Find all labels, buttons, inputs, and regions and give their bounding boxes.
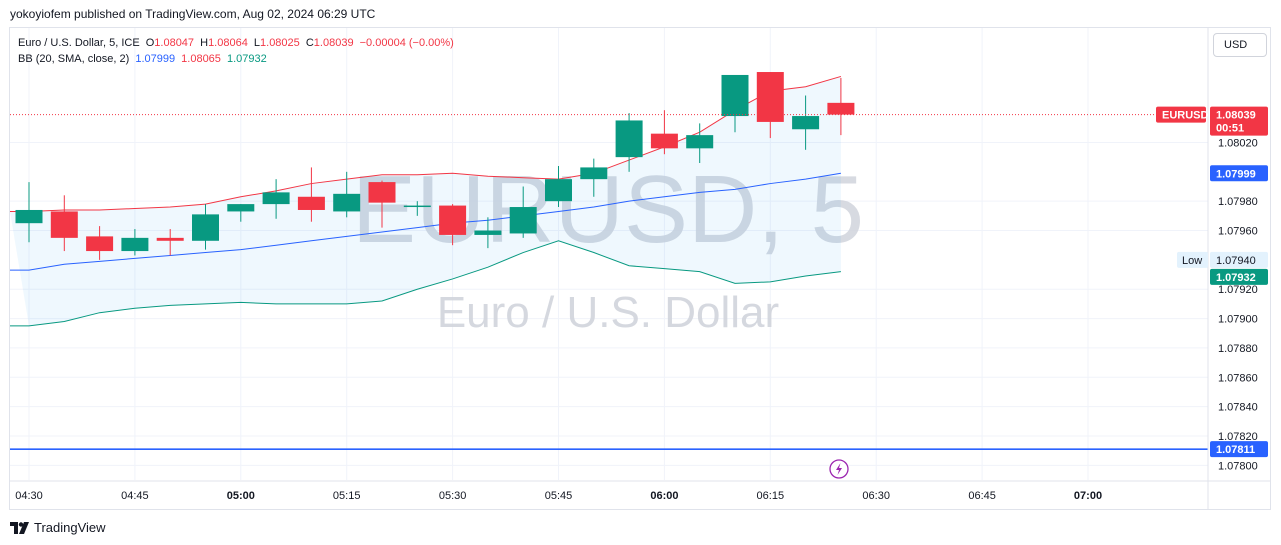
tradingview-logo-icon bbox=[10, 521, 29, 534]
candle-body bbox=[509, 207, 537, 234]
candle-body bbox=[827, 102, 855, 115]
candle-body bbox=[756, 72, 784, 122]
high-label: H bbox=[200, 37, 209, 49]
x-tick-label: 05:00 bbox=[227, 490, 255, 502]
lightning-icon bbox=[836, 463, 842, 475]
footer-brand-label: TradingView bbox=[34, 520, 106, 535]
y-tick-label: 1.08020 bbox=[1218, 137, 1258, 149]
close-label: C bbox=[305, 37, 314, 49]
candle-body bbox=[650, 133, 678, 149]
low-tag-label: Low bbox=[1182, 255, 1202, 267]
symbol-label[interactable]: Euro / U.S. Dollar, 5, ICE bbox=[18, 37, 140, 49]
bb-label[interactable]: BB (20, SMA, close, 2) bbox=[18, 53, 130, 65]
candle-layer bbox=[15, 72, 855, 260]
y-tick-label: 1.07840 bbox=[1218, 402, 1258, 414]
x-tick-label: 04:30 bbox=[15, 490, 43, 502]
change-value: −0.00004 (−0.00%) bbox=[359, 37, 454, 49]
x-tick-label: 06:00 bbox=[650, 490, 678, 502]
open-label: O bbox=[145, 37, 155, 49]
ohlc-row: Euro / U.S. Dollar, 5, ICE O1.08047 H1.0… bbox=[18, 35, 457, 51]
last-price-tag: 1.08039 bbox=[1216, 110, 1256, 122]
bb-lower-line bbox=[10, 240, 841, 327]
candle-body bbox=[297, 196, 325, 210]
candle-body bbox=[368, 182, 396, 203]
candle-body bbox=[227, 204, 255, 212]
footer-brand[interactable]: TradingView bbox=[10, 520, 106, 535]
low-value-label: 1.07940 bbox=[1216, 255, 1256, 267]
chart-frame bbox=[9, 27, 1271, 510]
low-label: L bbox=[253, 37, 261, 49]
y-tick-label: 1.07820 bbox=[1218, 431, 1258, 443]
candle-body bbox=[545, 179, 572, 202]
bb-upper-value: 1.08065 bbox=[181, 53, 221, 65]
x-tick-label: 06:15 bbox=[757, 490, 785, 502]
candle-body bbox=[121, 237, 149, 252]
candle-body bbox=[86, 236, 114, 252]
candle-body bbox=[403, 205, 431, 208]
y-tick-label: 1.07800 bbox=[1218, 460, 1258, 472]
basis-price-tag: 1.07999 bbox=[1216, 168, 1256, 180]
symbol-price-tag: EURUSD bbox=[1162, 110, 1209, 122]
candle-body bbox=[615, 120, 643, 158]
x-tick-label: 04:45 bbox=[121, 490, 149, 502]
candle-body bbox=[686, 135, 714, 149]
bb-basis-line bbox=[10, 172, 841, 271]
candle-body bbox=[156, 237, 184, 241]
candle-body bbox=[333, 193, 361, 212]
last-price-tag-bg bbox=[1210, 106, 1268, 136]
last-price-tag: 00:51 bbox=[1216, 123, 1244, 135]
basis-price-tag-bg bbox=[1210, 165, 1268, 182]
x-tick-label: 05:30 bbox=[439, 490, 467, 502]
watermark-description: Euro / U.S. Dollar bbox=[437, 288, 779, 337]
x-tick-label: 05:15 bbox=[333, 490, 361, 502]
candle-body bbox=[192, 214, 219, 241]
x-tick-label: 06:45 bbox=[968, 490, 996, 502]
bb-basis-value: 1.07999 bbox=[135, 53, 176, 65]
candle-body bbox=[15, 209, 43, 224]
y-tick-label: 1.07960 bbox=[1218, 226, 1258, 238]
y-tick-label: 1.07900 bbox=[1218, 314, 1258, 326]
currency-button[interactable]: USD bbox=[1213, 33, 1267, 57]
bollinger-band-fill bbox=[10, 76, 841, 326]
lower-band-price-tag-bg bbox=[1210, 268, 1268, 285]
watermark-layer: EURUSD, 5 Euro / U.S. Dollar bbox=[352, 156, 864, 337]
bb-row: BB (20, SMA, close, 2) 1.07999 1.08065 1… bbox=[18, 51, 457, 67]
low-tag-bg bbox=[1177, 251, 1208, 268]
y-tick-label: 1.07860 bbox=[1218, 372, 1258, 384]
grid-layer bbox=[10, 28, 1208, 480]
lower-band-price-tag: 1.07932 bbox=[1216, 272, 1256, 284]
candle-body bbox=[792, 116, 820, 130]
x-tick-label: 07:00 bbox=[1074, 490, 1102, 502]
y-tick-label: 1.07920 bbox=[1218, 284, 1258, 296]
candle-body bbox=[721, 74, 749, 117]
low-value: 1.08025 bbox=[260, 37, 300, 49]
close-value: 1.08039 bbox=[313, 37, 354, 49]
hline-price-tag: 1.07811 bbox=[1216, 444, 1255, 456]
candle-body bbox=[50, 211, 78, 238]
candle-body bbox=[474, 230, 502, 235]
legend: Euro / U.S. Dollar, 5, ICE O1.08047 H1.0… bbox=[18, 35, 457, 67]
open-value: 1.08047 bbox=[154, 37, 195, 49]
y-tick-label: 1.07980 bbox=[1218, 196, 1258, 208]
low-value-bg bbox=[1210, 251, 1268, 268]
candle-body bbox=[262, 192, 290, 205]
overlay-layer bbox=[10, 114, 1208, 479]
axis-layer: 1.08020 1.07980 1.07960 1.07920 1.07900 1.078… bbox=[10, 28, 1271, 510]
y-tick-label: 1.07880 bbox=[1218, 343, 1258, 355]
x-tick-label: 06:30 bbox=[862, 490, 890, 502]
x-tick-label: 05:45 bbox=[545, 490, 573, 502]
candle-body bbox=[580, 167, 608, 180]
symbol-price-tag-bg bbox=[1156, 106, 1206, 123]
high-value: 1.08064 bbox=[208, 37, 248, 49]
publish-info: yokoyiofem published on TradingView.com,… bbox=[10, 7, 376, 21]
bb-lower-value: 1.07932 bbox=[226, 53, 267, 65]
candle-body bbox=[439, 205, 467, 235]
hline-price-tag-bg bbox=[1210, 441, 1268, 458]
